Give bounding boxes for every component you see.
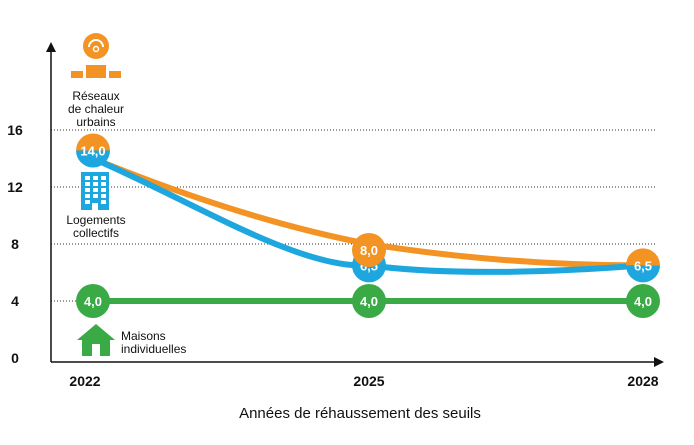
legend-collective-line2: collectifs — [73, 226, 119, 240]
y-tick-label: 12 — [7, 179, 23, 195]
data-point — [352, 284, 386, 318]
legend-heating-line2: de chaleur — [68, 102, 124, 116]
data-point — [626, 265, 660, 283]
data-point — [76, 133, 110, 151]
district-heating-icon — [71, 33, 121, 78]
legend-houses-line1: Maisons — [121, 329, 166, 343]
data-label: 4,0 — [360, 294, 378, 309]
x-axis-arrow — [654, 357, 664, 367]
data-label: 4,0 — [84, 294, 102, 309]
y-axis-arrow — [46, 42, 56, 52]
data-label: 4,0 — [634, 294, 652, 309]
data-point — [626, 284, 660, 318]
data-point — [352, 233, 386, 267]
y-tick-label: 16 — [7, 122, 23, 138]
legend-heating-line1: Réseaux — [72, 89, 119, 103]
house-icon — [77, 324, 115, 356]
y-tick-label: 8 — [11, 236, 19, 252]
x-axis-title: Années de réhaussement des seuils — [239, 405, 481, 422]
legend-heating-line3: urbains — [76, 115, 115, 129]
x-tick-label: 2022 — [69, 373, 100, 389]
data-point — [626, 248, 660, 266]
legend-collective-line1: Logements — [66, 213, 125, 227]
data-point — [76, 284, 110, 318]
y-tick-label: 4 — [11, 293, 19, 309]
legend-houses-line2: individuelles — [121, 342, 186, 356]
data-label: 8,0 — [360, 243, 378, 258]
apartment-building-icon — [81, 172, 109, 210]
x-tick-label: 2025 — [353, 373, 384, 389]
data-point — [76, 150, 110, 168]
x-tick-label: 2028 — [627, 373, 658, 389]
data-label: 14,0 — [80, 144, 105, 159]
data-label: 6,5 — [634, 258, 652, 273]
y-tick-label: 0 — [11, 350, 19, 366]
